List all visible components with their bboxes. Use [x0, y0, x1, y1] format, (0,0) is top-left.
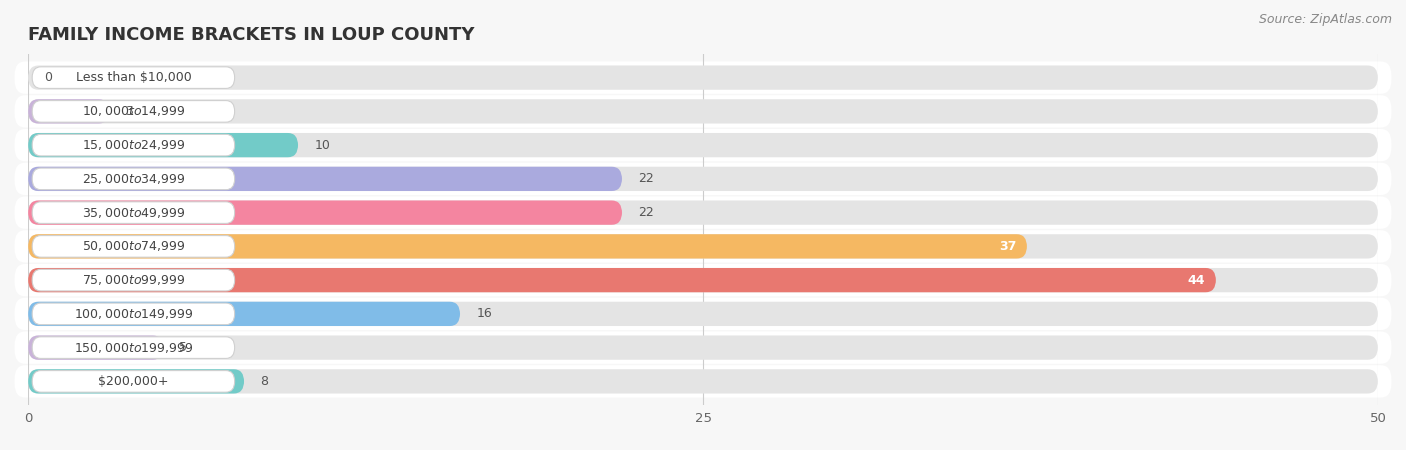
FancyBboxPatch shape	[32, 202, 235, 223]
FancyBboxPatch shape	[14, 196, 1392, 229]
FancyBboxPatch shape	[32, 303, 235, 325]
FancyBboxPatch shape	[14, 230, 1392, 262]
FancyBboxPatch shape	[28, 166, 1378, 191]
FancyBboxPatch shape	[32, 269, 235, 291]
FancyBboxPatch shape	[14, 365, 1392, 398]
FancyBboxPatch shape	[32, 235, 235, 257]
FancyBboxPatch shape	[28, 234, 1026, 258]
Text: $15,000 to $24,999: $15,000 to $24,999	[82, 138, 186, 152]
FancyBboxPatch shape	[32, 337, 235, 358]
Text: $50,000 to $74,999: $50,000 to $74,999	[82, 239, 186, 253]
FancyBboxPatch shape	[14, 95, 1392, 127]
Text: 3: 3	[125, 105, 134, 118]
FancyBboxPatch shape	[14, 129, 1392, 161]
FancyBboxPatch shape	[28, 99, 1378, 123]
Text: $10,000 to $14,999: $10,000 to $14,999	[82, 104, 186, 118]
FancyBboxPatch shape	[14, 264, 1392, 296]
Text: 22: 22	[638, 172, 654, 185]
Text: $100,000 to $149,999: $100,000 to $149,999	[73, 307, 193, 321]
FancyBboxPatch shape	[28, 336, 1378, 360]
FancyBboxPatch shape	[28, 268, 1216, 292]
FancyBboxPatch shape	[28, 133, 298, 157]
Text: $75,000 to $99,999: $75,000 to $99,999	[82, 273, 186, 287]
FancyBboxPatch shape	[28, 336, 163, 360]
FancyBboxPatch shape	[28, 234, 1378, 258]
FancyBboxPatch shape	[28, 133, 1378, 157]
FancyBboxPatch shape	[32, 67, 235, 88]
Text: 10: 10	[315, 139, 330, 152]
Text: $200,000+: $200,000+	[98, 375, 169, 388]
FancyBboxPatch shape	[28, 201, 1378, 225]
FancyBboxPatch shape	[14, 162, 1392, 195]
Text: 22: 22	[638, 206, 654, 219]
Text: Source: ZipAtlas.com: Source: ZipAtlas.com	[1258, 14, 1392, 27]
Text: 0: 0	[45, 71, 52, 84]
FancyBboxPatch shape	[28, 65, 1378, 90]
FancyBboxPatch shape	[28, 302, 1378, 326]
FancyBboxPatch shape	[28, 268, 1378, 292]
FancyBboxPatch shape	[28, 166, 621, 191]
Text: 37: 37	[998, 240, 1017, 253]
FancyBboxPatch shape	[28, 99, 110, 123]
FancyBboxPatch shape	[14, 298, 1392, 330]
Text: FAMILY INCOME BRACKETS IN LOUP COUNTY: FAMILY INCOME BRACKETS IN LOUP COUNTY	[28, 26, 475, 44]
FancyBboxPatch shape	[28, 302, 460, 326]
FancyBboxPatch shape	[14, 331, 1392, 364]
Text: 16: 16	[477, 307, 492, 320]
FancyBboxPatch shape	[32, 371, 235, 392]
Text: 44: 44	[1188, 274, 1205, 287]
FancyBboxPatch shape	[32, 134, 235, 156]
FancyBboxPatch shape	[28, 201, 621, 225]
Text: $150,000 to $199,999: $150,000 to $199,999	[73, 341, 193, 355]
FancyBboxPatch shape	[14, 61, 1392, 94]
FancyBboxPatch shape	[28, 369, 1378, 393]
FancyBboxPatch shape	[28, 369, 245, 393]
Text: $35,000 to $49,999: $35,000 to $49,999	[82, 206, 186, 220]
Text: 5: 5	[180, 341, 187, 354]
Text: Less than $10,000: Less than $10,000	[76, 71, 191, 84]
FancyBboxPatch shape	[32, 100, 235, 122]
Text: $25,000 to $34,999: $25,000 to $34,999	[82, 172, 186, 186]
FancyBboxPatch shape	[32, 168, 235, 189]
Text: 8: 8	[260, 375, 269, 388]
